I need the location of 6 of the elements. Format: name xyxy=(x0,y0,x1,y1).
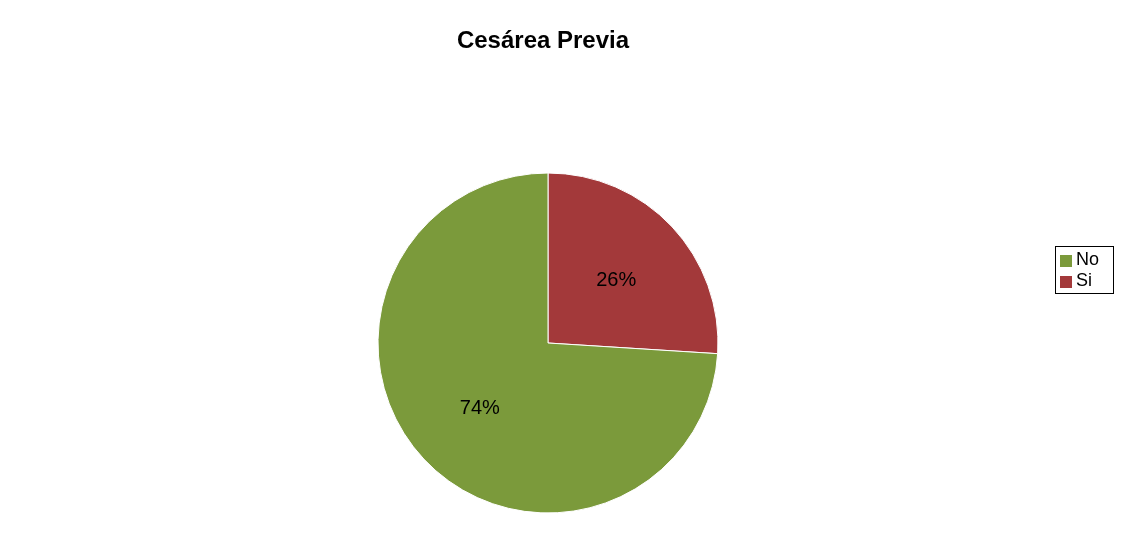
legend-label: Si xyxy=(1075,270,1092,290)
data-label: 74% xyxy=(459,396,501,419)
legend-label: No xyxy=(1075,249,1099,269)
chart-title: Cesárea Previa xyxy=(455,26,631,54)
data-label: 26% xyxy=(596,267,637,290)
pie-slice xyxy=(377,172,719,514)
